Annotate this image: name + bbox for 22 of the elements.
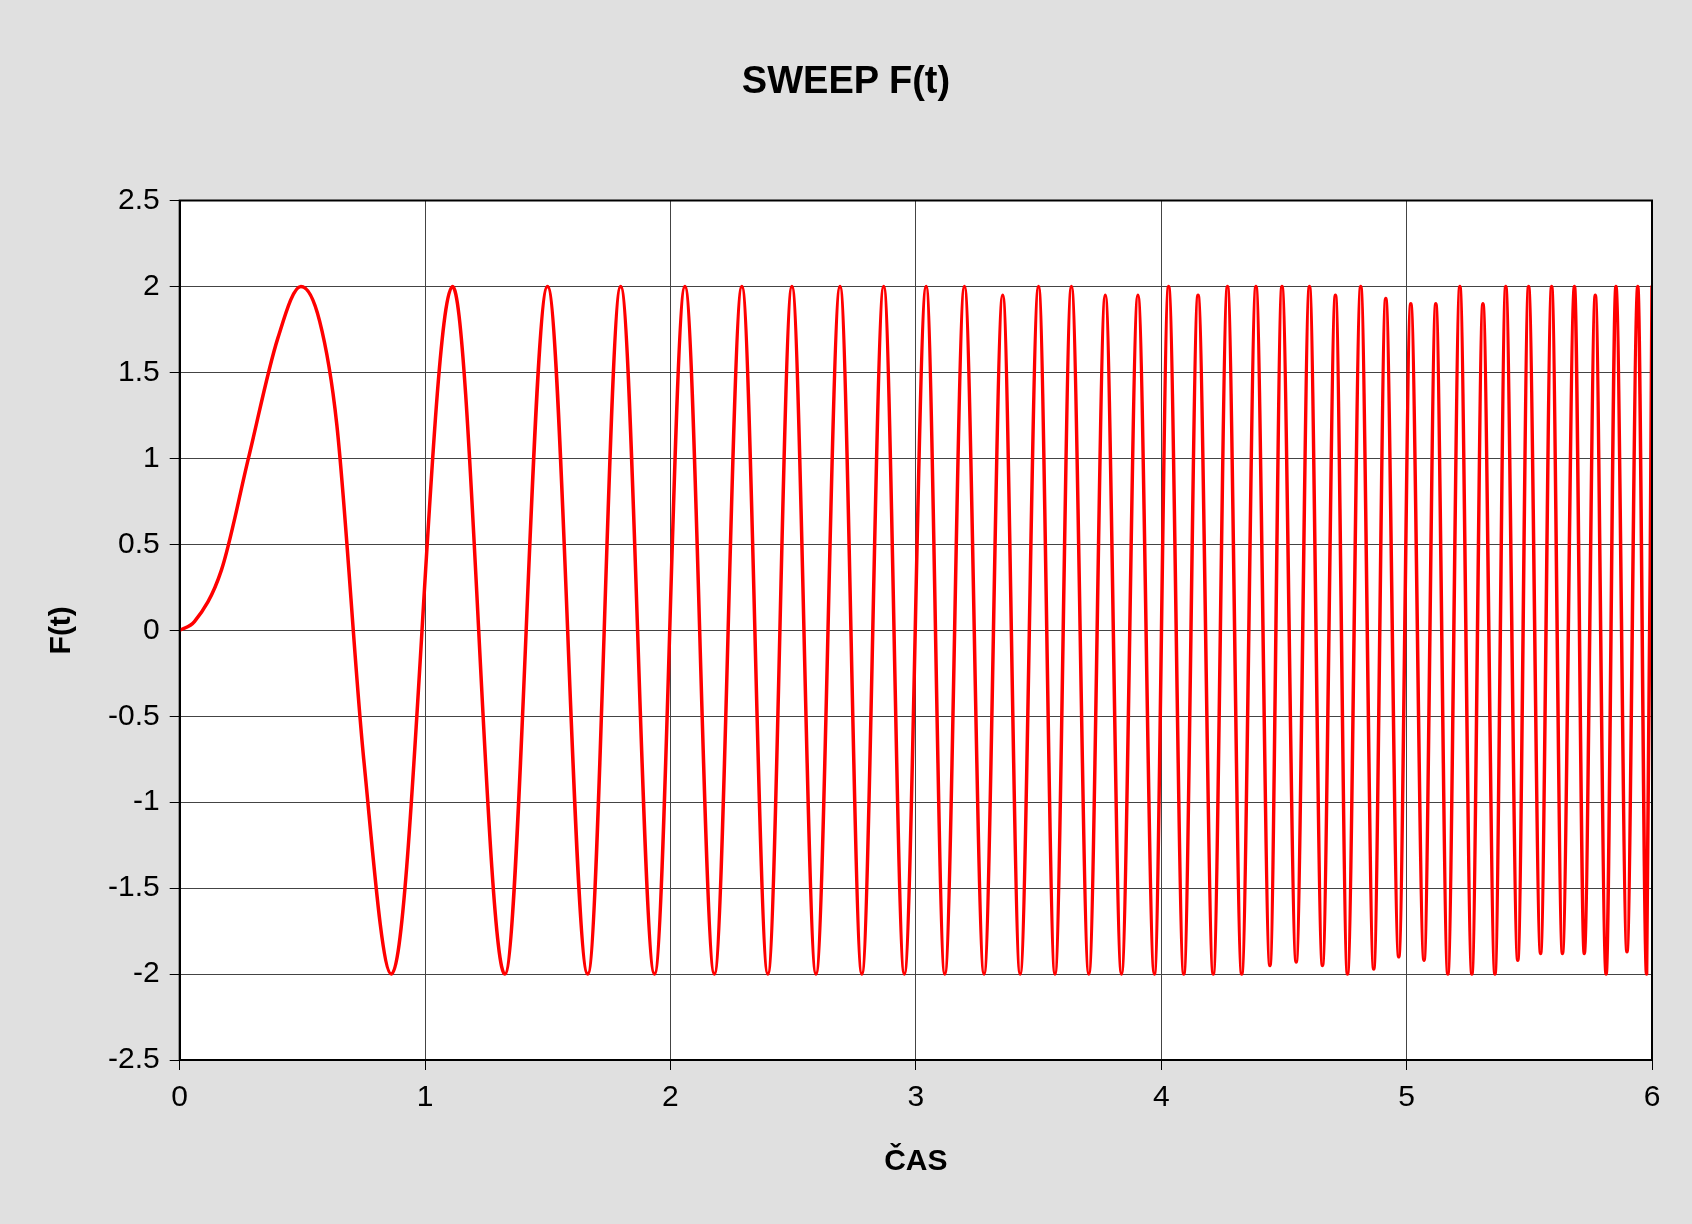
y-tick-label: 0: [143, 611, 160, 645]
y-tick-label: 0.5: [117, 525, 160, 559]
x-tick-label: 0: [171, 1079, 189, 1113]
x-tick-label: 4: [1152, 1079, 1170, 1113]
chart-title: SWEEP F(t): [741, 59, 951, 102]
x-tick-label: 3: [907, 1079, 925, 1113]
y-tick-label: -1.5: [107, 869, 160, 903]
y-tick-label: 1.5: [117, 353, 160, 387]
y-tick-label: -1: [133, 783, 160, 817]
y-tick-label: -2.5: [107, 1041, 160, 1075]
x-tick-label: 5: [1398, 1079, 1415, 1113]
x-axis-title: ČAS: [884, 1143, 948, 1177]
y-tick-label: 2.5: [117, 181, 160, 215]
y-tick-label: -0.5: [107, 697, 160, 731]
x-tick-label: 6: [1643, 1079, 1661, 1113]
line-series: [179, 284, 1652, 976]
x-tick-label: 2: [662, 1079, 679, 1113]
y-axis-title: F(t): [43, 606, 77, 655]
x-tick-label: 1: [416, 1079, 434, 1113]
y-tick-label: -2: [133, 955, 160, 989]
y-tick-label: 1: [143, 439, 160, 473]
y-tick-label: 2: [143, 267, 160, 301]
